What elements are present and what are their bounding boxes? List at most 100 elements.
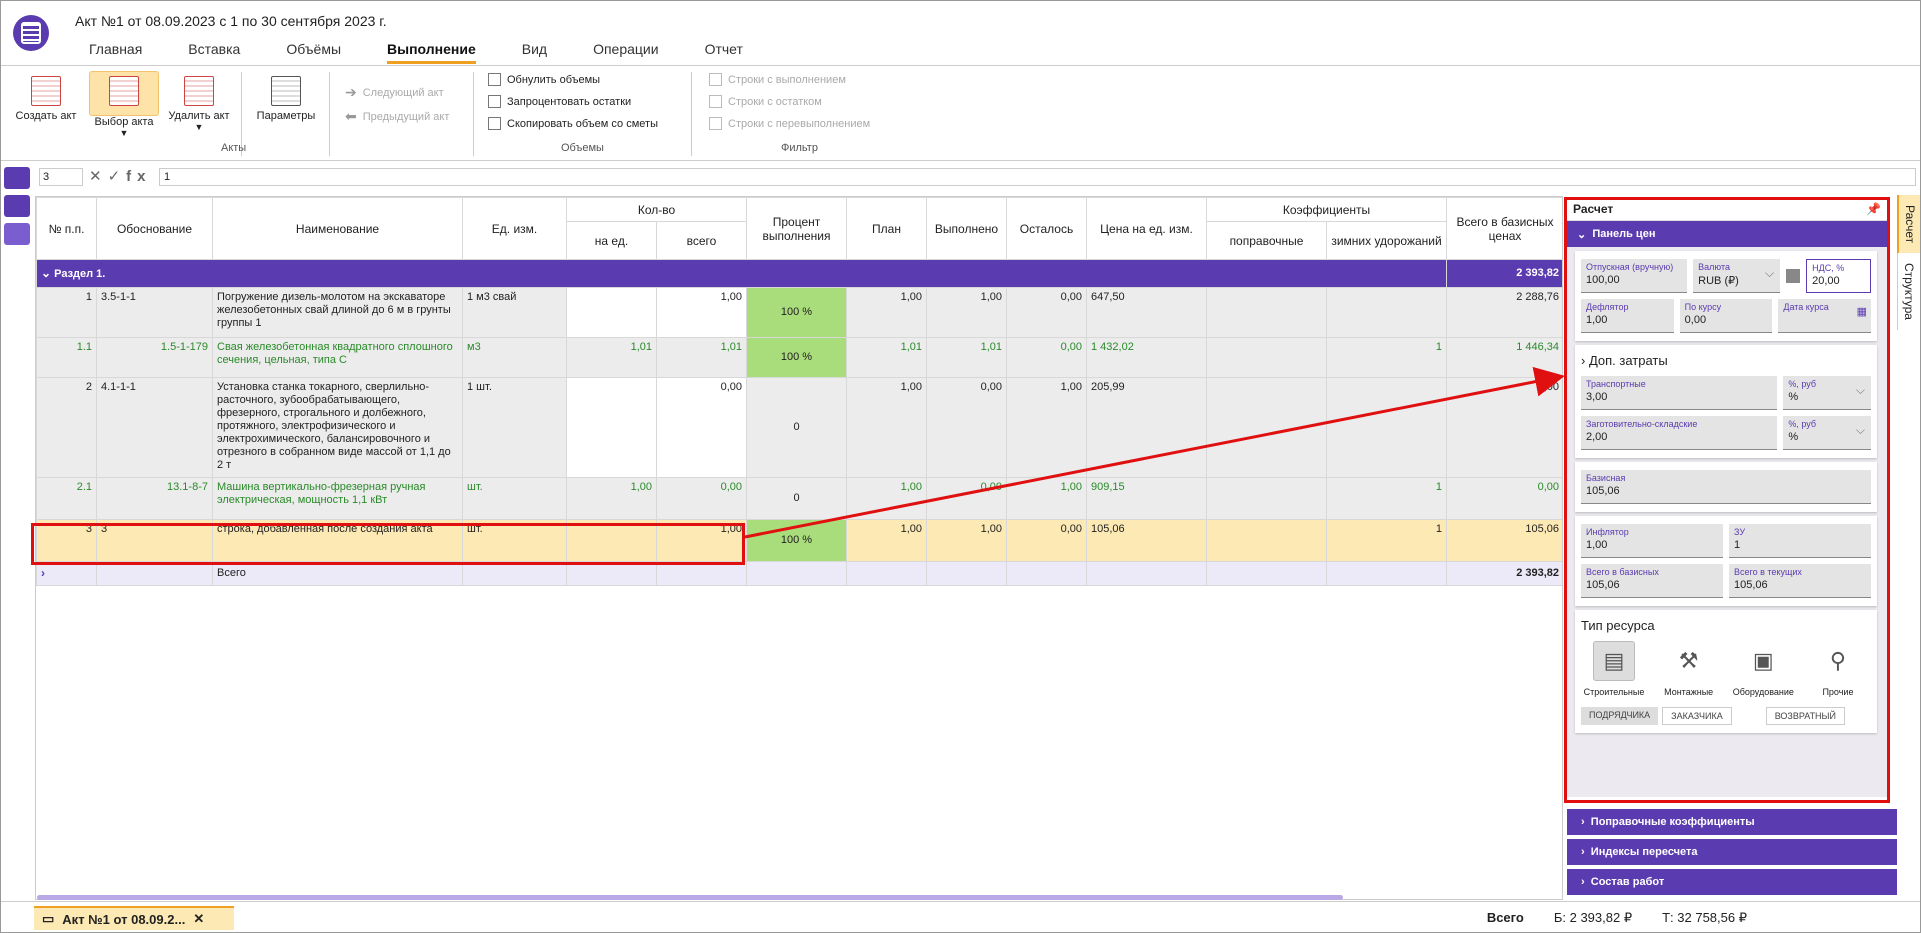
copy-volume-button[interactable]: Скопировать объем со сметы	[488, 117, 658, 130]
app-logo-icon[interactable]	[13, 15, 49, 51]
col-num[interactable]: № п.п.	[36, 197, 97, 260]
currency-select[interactable]: Валюта RUB (₽)	[1693, 259, 1781, 293]
horizontal-scrollbar[interactable]	[37, 895, 1343, 900]
percent-rest-button[interactable]: Запроцентовать остатки	[488, 95, 631, 108]
formula-input[interactable]: 1	[159, 168, 1916, 186]
col-left[interactable]: Осталось	[1006, 197, 1087, 260]
tab-insert[interactable]: Вставка	[188, 41, 241, 57]
table-row[interactable]: 2.1 13.1-8-7 Машина вертикально-фрезерна…	[36, 477, 1562, 520]
create-act-button[interactable]: Создать акт	[11, 76, 81, 122]
col-price[interactable]: Цена на ед. изм.	[1086, 197, 1207, 260]
contractor-tab[interactable]: ПОДРЯДЧИКА	[1581, 707, 1659, 725]
col-per-unit[interactable]: на ед.	[566, 221, 657, 260]
side-tab-structure[interactable]: Структура	[1897, 253, 1920, 331]
tools-icon: ⚒	[1678, 648, 1699, 673]
calc-panel-scroll[interactable]: Отпускная (вручную) 100,00 Валюта RUB (₽) …	[1567, 247, 1887, 797]
reset-volumes-button[interactable]: Обнулить объемы	[488, 73, 600, 86]
table-row[interactable]: 2 4.1-1-1 Установка станка токарного, св…	[36, 377, 1562, 478]
create-act-icon	[31, 76, 61, 106]
close-icon[interactable]: ✕	[193, 911, 205, 926]
cancel-icon[interactable]: ✕	[89, 168, 108, 185]
confirm-icon[interactable]: ✓	[107, 168, 127, 185]
prev-act-button[interactable]: ⬅ Предыдущий акт	[345, 108, 450, 124]
document-tab[interactable]: ▭ Акт №1 от 08.09.2... ✕	[34, 906, 234, 930]
filter-icon	[709, 95, 722, 108]
vat-checkbox[interactable]	[1786, 269, 1801, 283]
total-current-field[interactable]: Всего в текущих 105,06	[1729, 564, 1871, 598]
resource-other[interactable]: ⚲ Прочие	[1805, 641, 1871, 697]
filter-icon	[709, 117, 722, 130]
returnable-tab[interactable]: ВОЗВРАТНЫЙ	[1765, 707, 1845, 725]
highlight-row-box	[31, 523, 745, 565]
select-act-icon	[109, 76, 139, 106]
rate-field[interactable]: По курсу 0,00	[1679, 299, 1773, 333]
rows-done-filter[interactable]: Строки с выполнением	[709, 73, 846, 86]
group-filter-label: Фильтр	[781, 142, 818, 154]
col-done[interactable]: Выполнено	[926, 197, 1007, 260]
tab-home[interactable]: Главная	[89, 41, 143, 57]
tab-view[interactable]: Вид	[521, 41, 548, 57]
extra-costs-toggle[interactable]: › Доп. затраты	[1581, 353, 1668, 368]
formula-actions: ✕✓fx	[89, 167, 152, 185]
col-total-base[interactable]: Всего в базисных ценах	[1446, 197, 1562, 260]
document-title: Акт №1 от 08.09.2023 с 1 по 30 сентября …	[75, 13, 387, 29]
fx-icon[interactable]: fx	[126, 168, 152, 185]
total-base-field[interactable]: Всего в базисных 105,06	[1581, 564, 1723, 598]
tab-report[interactable]: Отчет	[704, 41, 743, 57]
select-act-button[interactable]: Выбор акта ▼	[89, 71, 159, 138]
base-price-field[interactable]: Базисная 105,06	[1581, 470, 1871, 504]
rate-date-field[interactable]: Дата курса ▦	[1778, 299, 1872, 333]
transport-field[interactable]: Транспортные 3,00	[1581, 376, 1778, 410]
parameters-button[interactable]: Параметры	[251, 76, 321, 122]
briefcase-icon[interactable]	[4, 195, 30, 217]
price-panel-header[interactable]: ⌄ Панель цен	[1567, 221, 1887, 247]
tab-operations[interactable]: Операции	[593, 41, 659, 57]
col-percent[interactable]: Процент выполнения	[746, 197, 847, 260]
vat-field[interactable]: НДС, % 20,00	[1806, 259, 1871, 293]
table-row[interactable]: 1.1 1.5-1-179 Свая железобетонная квадра…	[36, 337, 1562, 378]
status-total-label: Всего	[1486, 910, 1524, 925]
col-total[interactable]: всего	[656, 221, 747, 260]
col-plan[interactable]: План	[846, 197, 927, 260]
pin-icon[interactable]: 📌	[1866, 202, 1881, 216]
table-row[interactable]: 1 3.5-1-1 Погружение дизель-молотом на э…	[36, 287, 1562, 338]
ribbon: Создать акт Выбор акта ▼ Удалить акт ▼ П…	[1, 66, 1920, 161]
table-view-icon[interactable]	[4, 223, 30, 245]
storage-field[interactable]: Заготовительно-складские 2,00	[1581, 416, 1778, 450]
transport-unit-select[interactable]: %, руб%	[1783, 376, 1871, 410]
tab-volumes[interactable]: Объёмы	[286, 41, 342, 57]
grid-view-icon[interactable]	[4, 167, 30, 189]
recalc-indices-header[interactable]: › Индексы пересчета	[1567, 837, 1897, 865]
resource-equipment[interactable]: ▣ Оборудование	[1730, 641, 1796, 697]
next-act-button[interactable]: ➔ Следующий акт	[345, 84, 444, 100]
col-unit[interactable]: Ед. изм.	[462, 197, 567, 260]
total-row[interactable]: › Всего 2 393,82	[36, 561, 1562, 586]
deflator-field[interactable]: Дефлятор 1,00	[1581, 299, 1674, 333]
rows-rest-filter[interactable]: Строки с остатком	[709, 95, 822, 108]
formula-bar: 3 ✕✓fx 1	[39, 167, 1916, 187]
left-toolbar	[1, 161, 33, 901]
work-composition-header[interactable]: › Состав работ	[1567, 867, 1897, 895]
col-basis[interactable]: Обоснование	[96, 197, 213, 260]
delete-act-button[interactable]: Удалить акт ▼	[164, 76, 234, 132]
col-coef-winter[interactable]: зимних удорожаний	[1325, 221, 1448, 260]
section-row[interactable]: ⌄ Раздел 1. 2 393,82	[36, 259, 1562, 288]
col-name[interactable]: Наименование	[212, 197, 463, 260]
col-coef-corr[interactable]: поправочные	[1206, 221, 1327, 260]
correction-coefs-header[interactable]: › Поправочные коэффициенты	[1567, 807, 1897, 835]
resource-construction[interactable]: ▤ Строительные	[1581, 641, 1647, 697]
side-tab-calc[interactable]: Расчет	[1897, 195, 1920, 254]
zu-field[interactable]: ЗУ 1	[1729, 524, 1871, 558]
storage-unit-select[interactable]: %, руб%	[1783, 416, 1871, 450]
customer-tab[interactable]: ЗАКАЗЧИКА	[1662, 707, 1732, 725]
col-coef[interactable]: Коэффициенты	[1205, 197, 1448, 222]
rows-over-filter[interactable]: Строки с перевыполнением	[709, 117, 870, 130]
release-price-field[interactable]: Отпускная (вручную) 100,00	[1581, 259, 1688, 293]
copy-volume-icon	[488, 117, 501, 130]
inflator-field[interactable]: Инфлятор 1,00	[1581, 524, 1723, 558]
col-qty[interactable]: Кол-во	[566, 197, 747, 222]
resource-installation[interactable]: ⚒ Монтажные	[1656, 641, 1722, 697]
cell-reference-input[interactable]: 3	[39, 168, 83, 186]
tab-execution[interactable]: Выполнение	[387, 41, 476, 64]
box-icon: ▣	[1752, 648, 1774, 673]
